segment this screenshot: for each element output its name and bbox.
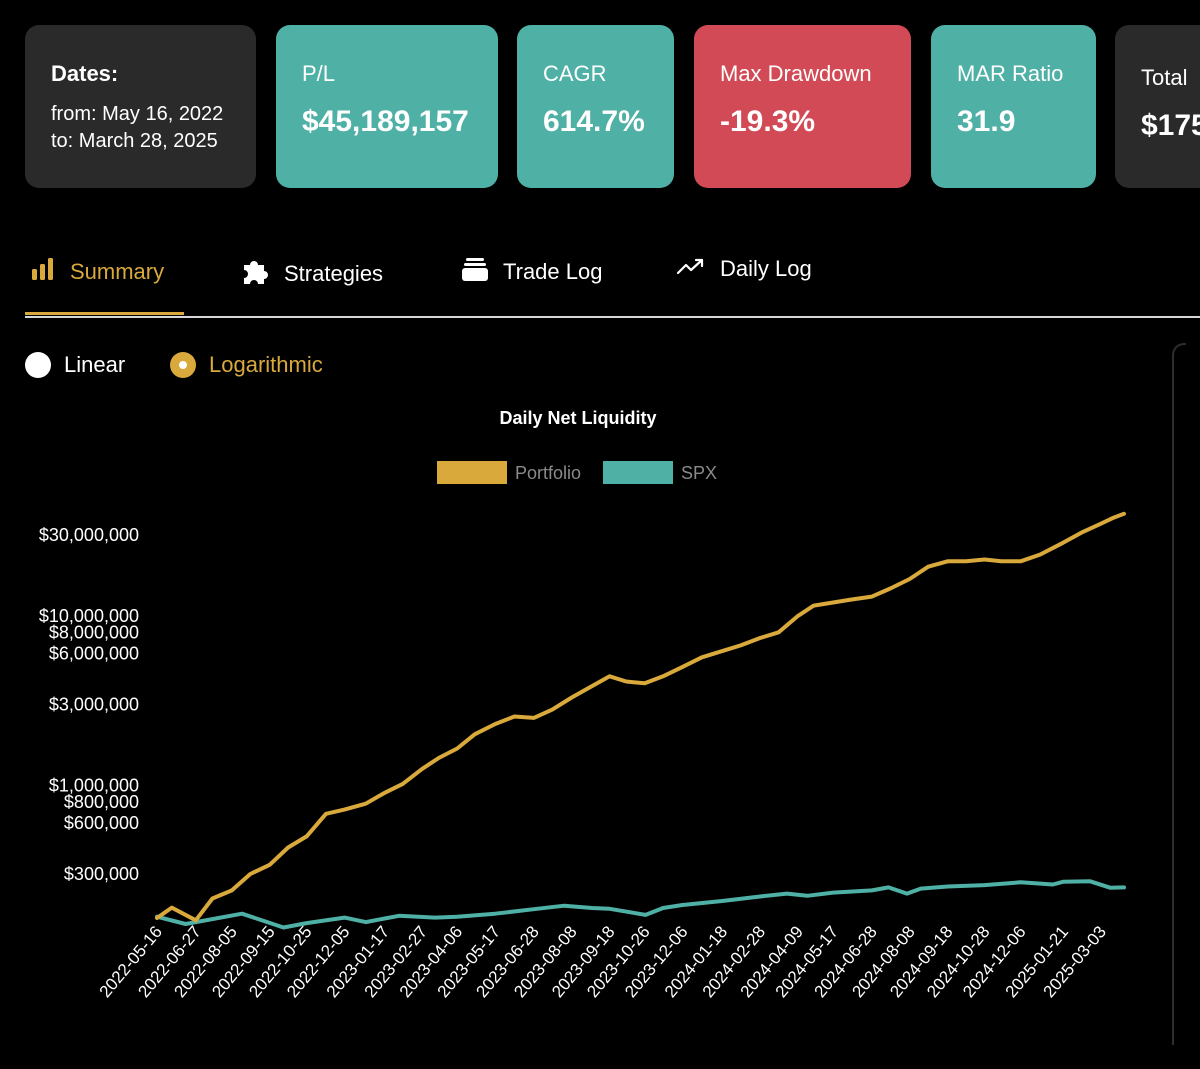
tab-daily-log[interactable]: Daily Log bbox=[676, 256, 812, 282]
bar-chart-icon bbox=[30, 256, 56, 288]
tab-daily-log-label: Daily Log bbox=[720, 256, 812, 281]
dates-from: from: May 16, 2022 bbox=[51, 103, 224, 125]
puzzle-icon bbox=[240, 256, 270, 292]
net-liquidity-chart: Daily Net Liquidity Portfolio SPX $30,00… bbox=[39, 408, 1126, 1001]
y-tick-label: $300,000 bbox=[64, 864, 139, 884]
total-label: Total bbox=[1141, 65, 1188, 90]
trend-icon bbox=[676, 256, 706, 282]
series-layer bbox=[155, 511, 1126, 930]
y-tick-label: $1,000,000 bbox=[49, 775, 139, 795]
panel-edge bbox=[1172, 343, 1186, 1045]
pl-card: P/L $45,189,157 bbox=[276, 25, 498, 188]
y-tick-label: $8,000,000 bbox=[49, 622, 139, 642]
mar-ratio-label: MAR Ratio bbox=[957, 61, 1064, 86]
max-drawdown-card: Max Drawdown -19.3% bbox=[694, 25, 911, 188]
x-axis-ticks: 2022-05-162022-06-272022-08-052022-09-15… bbox=[96, 922, 1110, 1001]
tab-trade-log[interactable]: Trade Log bbox=[461, 256, 602, 288]
tab-bar: Summary Strategies Trade Log Daily Log bbox=[25, 240, 1200, 318]
pl-label: P/L bbox=[302, 61, 336, 86]
y-axis-ticks: $30,000,000 $10,000,000$8,000,000$6,000,0… bbox=[39, 525, 139, 884]
y-tick-label: $10,000,000 bbox=[39, 606, 139, 626]
mar-ratio-value: 31.9 bbox=[957, 105, 1016, 138]
max-drawdown-value: -19.3% bbox=[720, 105, 816, 138]
logarithmic-scale-radio[interactable]: Logarithmic bbox=[170, 352, 323, 378]
spx-series-line bbox=[155, 879, 1126, 930]
cagr-value: 614.7% bbox=[543, 105, 645, 138]
legend-portfolio-swatch[interactable] bbox=[437, 461, 507, 484]
legend-portfolio-label[interactable]: Portfolio bbox=[515, 463, 581, 483]
cagr-card: CAGR 614.7% bbox=[517, 25, 674, 188]
radio-unselected-icon bbox=[25, 352, 51, 378]
chart-title: Daily Net Liquidity bbox=[499, 408, 656, 428]
tab-summary[interactable]: Summary bbox=[30, 256, 164, 288]
chart-legend: Portfolio SPX bbox=[437, 461, 717, 484]
y-tick-label: $800,000 bbox=[64, 792, 139, 812]
y-tick-label: $30,000,000 bbox=[39, 525, 139, 545]
portfolio-series-line bbox=[155, 511, 1126, 923]
dates-to: to: March 28, 2025 bbox=[51, 130, 218, 152]
total-card: Total $175 bbox=[1115, 25, 1200, 188]
stack-icon bbox=[461, 256, 489, 288]
linear-label: Linear bbox=[64, 352, 126, 377]
active-tab-indicator bbox=[25, 312, 184, 315]
y-tick-label: $6,000,000 bbox=[49, 643, 139, 663]
linear-scale-radio[interactable]: Linear bbox=[25, 352, 125, 378]
mar-ratio-card: MAR Ratio 31.9 bbox=[931, 25, 1096, 188]
y-tick-label: $600,000 bbox=[64, 813, 139, 833]
tab-trade-log-label: Trade Log bbox=[503, 259, 603, 284]
logarithmic-label: Logarithmic bbox=[209, 352, 323, 377]
y-tick-label: $3,000,000 bbox=[49, 695, 139, 715]
legend-spx-swatch[interactable] bbox=[603, 461, 673, 484]
max-drawdown-label: Max Drawdown bbox=[720, 61, 872, 86]
dates-card: Dates: from: May 16, 2022 to: March 28, … bbox=[25, 25, 256, 188]
tab-strategies[interactable]: Strategies bbox=[240, 256, 383, 292]
dates-label: Dates: bbox=[51, 61, 119, 86]
total-value: $175 bbox=[1141, 109, 1200, 142]
cagr-label: CAGR bbox=[543, 61, 607, 86]
tab-summary-label: Summary bbox=[70, 259, 165, 284]
pl-value: $45,189,157 bbox=[302, 105, 469, 138]
radio-selected-icon bbox=[170, 352, 196, 378]
tab-strategies-label: Strategies bbox=[284, 261, 384, 286]
legend-spx-label[interactable]: SPX bbox=[681, 463, 717, 483]
